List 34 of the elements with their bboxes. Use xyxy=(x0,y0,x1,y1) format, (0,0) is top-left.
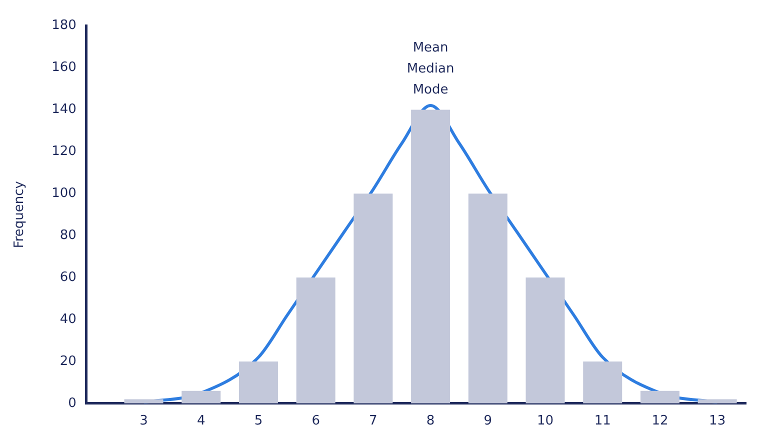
bar xyxy=(124,399,164,404)
y-tick-label: 100 xyxy=(52,186,76,201)
bar xyxy=(238,361,278,404)
y-tick-label: 0 xyxy=(68,396,76,411)
y-axis-title: Frequency xyxy=(12,180,28,248)
y-tick-label: 160 xyxy=(52,60,76,76)
x-tick-label: 5 xyxy=(254,414,263,429)
x-tick-label: 7 xyxy=(369,414,378,429)
bar xyxy=(640,390,680,404)
y-tick-label: 140 xyxy=(52,102,76,118)
y-tick-label: 20 xyxy=(60,354,76,369)
bar xyxy=(583,361,622,404)
bar xyxy=(354,194,393,404)
x-tick-label: 8 xyxy=(426,414,435,429)
y-tick-label: 120 xyxy=(52,144,76,160)
bar xyxy=(411,110,450,404)
x-tick-label: 11 xyxy=(594,414,611,429)
annotation: Mean Median Mode xyxy=(406,40,454,98)
y-tick-label: 40 xyxy=(60,312,76,327)
bar xyxy=(698,399,737,404)
x-tick-label: 10 xyxy=(536,414,554,429)
x-tick-label: 3 xyxy=(140,414,148,429)
x-tick-label: 6 xyxy=(312,414,320,429)
bar xyxy=(526,278,565,404)
x-tick-label: 4 xyxy=(196,414,206,429)
x-tick-label: 12 xyxy=(652,414,668,429)
y-tick-label: 60 xyxy=(60,270,76,285)
y-tick-label: 180 xyxy=(52,18,76,34)
bar xyxy=(468,194,508,404)
x-tick-label: 9 xyxy=(484,414,492,429)
bar xyxy=(182,390,221,404)
bar xyxy=(296,278,336,404)
y-tick-label: 80 xyxy=(60,228,76,243)
x-tick-label: 13 xyxy=(709,414,726,429)
